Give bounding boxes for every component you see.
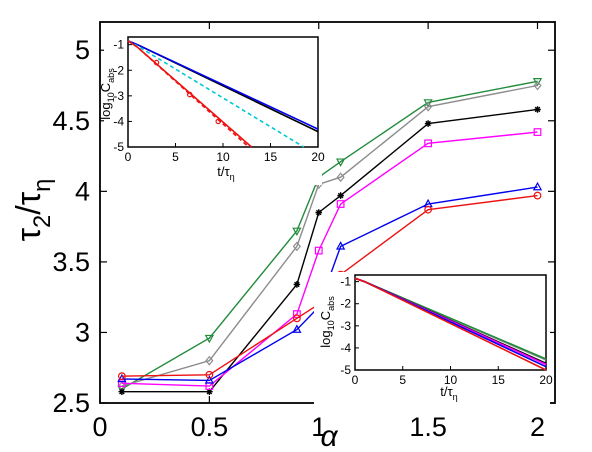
inset-x-tick-label: 10 bbox=[444, 373, 458, 387]
marker-square bbox=[292, 310, 301, 318]
x-axis-label: α bbox=[320, 420, 338, 452]
inset-x-tick-label: 20 bbox=[311, 150, 325, 164]
marker-asterisk bbox=[315, 209, 323, 216]
inset-x-axis-label: t/τη bbox=[440, 384, 457, 402]
marker-asterisk bbox=[424, 120, 432, 127]
marker-triangle-up bbox=[204, 375, 215, 384]
inset-y-axis-label: log10Cabs bbox=[318, 296, 336, 348]
inset-x-axis-label: t/τη bbox=[217, 164, 234, 182]
inset-y-tick-label: -2 bbox=[340, 297, 351, 311]
inset-series-line bbox=[127, 40, 250, 148]
marker-circle bbox=[153, 59, 160, 66]
y-tick-label: 4.5 bbox=[52, 106, 90, 136]
marker-diamond bbox=[424, 101, 433, 112]
inset-y-tick-label: -1 bbox=[113, 38, 124, 52]
inset-y-tick-label: -1 bbox=[340, 275, 351, 289]
marker-square bbox=[533, 128, 542, 136]
marker-square bbox=[314, 246, 323, 255]
marker-triangle-down bbox=[292, 227, 302, 237]
inset-y-tick-label: -5 bbox=[113, 140, 124, 154]
marker-square bbox=[424, 139, 433, 148]
inset-plot-top-left: 0 5 10 15 20 -1 -2 -3 -4 -5 t/τη log10Cabs bbox=[98, 33, 325, 185]
inset-y-tick-label: -3 bbox=[340, 319, 351, 333]
inset-y-tick-label: -2 bbox=[113, 63, 124, 77]
inset-y-tick-label: -3 bbox=[113, 89, 124, 103]
inset-x-tick-label: 10 bbox=[216, 150, 230, 164]
inset-plot-bottom-right: 0 5 10 15 20 -1 -2 -3 -4 -5 t/τη log10Cabs bbox=[314, 272, 553, 405]
marker-diamond bbox=[292, 241, 301, 252]
marker-triangle-up bbox=[292, 324, 302, 333]
marker-asterisk bbox=[293, 281, 301, 288]
y-tick-label: 5 bbox=[75, 35, 90, 65]
marker-diamond bbox=[205, 355, 214, 366]
y-tick-label: 2.5 bbox=[52, 388, 90, 418]
y-axis-label: τ2/τη bbox=[10, 179, 56, 242]
y-tick-label: 3.5 bbox=[52, 247, 90, 277]
marker-circle bbox=[205, 370, 214, 379]
inset-series-line bbox=[354, 277, 547, 371]
y-tick-label: 4 bbox=[75, 176, 90, 206]
marker-triangle-down bbox=[204, 334, 215, 344]
marker-triangle-down bbox=[423, 99, 433, 108]
inset-x-tick-label: 5 bbox=[172, 150, 179, 164]
inset-x-tick-label: 0 bbox=[352, 373, 359, 387]
inset-y-axis-label: log10Cabs bbox=[98, 68, 116, 120]
x-tick-label: 2 bbox=[530, 412, 545, 442]
marker-triangle-up bbox=[532, 181, 543, 191]
marker-triangle-down bbox=[532, 78, 543, 87]
marker-triangle-up bbox=[117, 373, 127, 383]
marker-diamond bbox=[533, 80, 542, 91]
x-tick-label: 0 bbox=[92, 412, 107, 442]
y-tick-label: 3 bbox=[75, 317, 90, 347]
inset-x-tick-label: 0 bbox=[125, 150, 132, 164]
marker-circle bbox=[424, 205, 433, 214]
marker-circle bbox=[292, 314, 301, 323]
marker-circle bbox=[117, 372, 126, 381]
inset-x-tick-label: 20 bbox=[539, 373, 553, 387]
inset-y-tick-label: -5 bbox=[340, 363, 351, 377]
inset-y-tick-label: -4 bbox=[340, 341, 351, 355]
x-tick-label: 0.5 bbox=[191, 412, 229, 442]
inset-y-tick-label: -4 bbox=[113, 114, 124, 128]
marker-asterisk bbox=[534, 106, 541, 113]
marker-square bbox=[336, 200, 345, 208]
marker-circle bbox=[186, 91, 193, 98]
marker-asterisk bbox=[337, 192, 344, 199]
inset-x-tick-label: 15 bbox=[492, 373, 506, 387]
marker-circle bbox=[215, 118, 222, 125]
x-tick-label: 1 bbox=[311, 412, 326, 442]
inset-x-tick-label: 15 bbox=[264, 150, 278, 164]
marker-diamond bbox=[336, 172, 345, 183]
inset-x-tick-label: 5 bbox=[399, 373, 406, 387]
series-line bbox=[121, 131, 538, 387]
marker-triangle-down bbox=[335, 158, 346, 167]
x-tick-label: 1.5 bbox=[409, 412, 447, 442]
marker-asterisk bbox=[206, 388, 213, 396]
marker-asterisk bbox=[118, 388, 126, 396]
marker-circle bbox=[533, 191, 542, 200]
marker-triangle-up bbox=[335, 241, 346, 250]
